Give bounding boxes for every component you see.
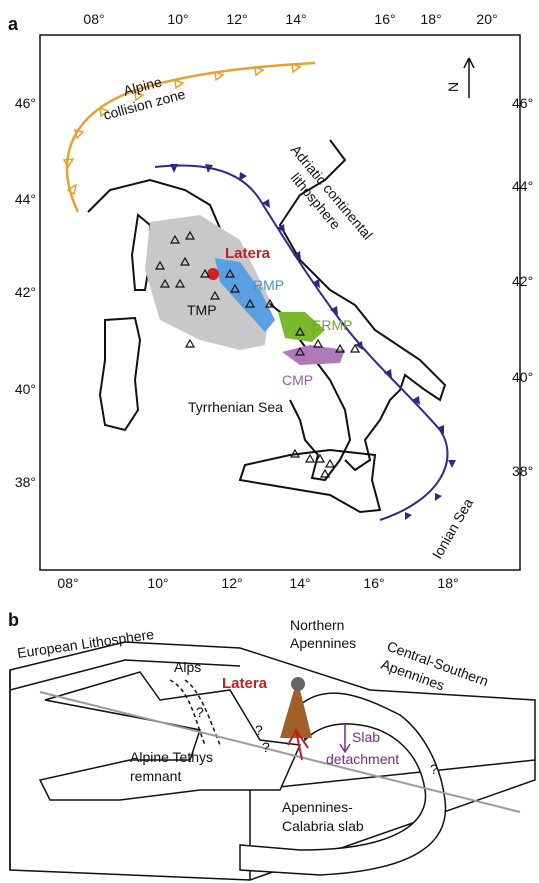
panel-b: b European Lithosphere Alps Northern Ape… <box>8 610 535 880</box>
coord-label: 46° <box>512 95 533 111</box>
coord-label: 38° <box>15 474 36 490</box>
coord-label: 10° <box>147 575 168 591</box>
sea-label: Ionian Sea <box>429 495 476 561</box>
coord-label: 44° <box>512 178 533 194</box>
tmp-label: TMP <box>187 302 217 318</box>
question-mark: ? <box>255 722 263 738</box>
coord-label: 40° <box>512 369 533 385</box>
coord-label: 10° <box>167 11 188 27</box>
sicily <box>240 450 380 512</box>
plume <box>291 677 305 691</box>
question-mark: ? <box>430 761 438 777</box>
coord-label: 20° <box>476 11 497 27</box>
coord-label: 08° <box>57 575 78 591</box>
detachment-label: detachment <box>326 751 399 767</box>
coord-label: 42° <box>15 284 36 300</box>
sardinia <box>100 318 140 430</box>
latera-label: Latera <box>222 675 268 692</box>
question-mark: ? <box>262 739 270 755</box>
coord-label: 42° <box>512 273 533 289</box>
figure: a N Alpine collision zone Adriatic conti… <box>0 0 539 883</box>
panel-a: a N Alpine collision zone Adriatic conti… <box>8 11 533 591</box>
coord-label: 08° <box>83 11 104 27</box>
detachment-label: Slab <box>352 729 380 745</box>
coord-label: 18° <box>437 575 458 591</box>
coord-label: 16° <box>374 11 395 27</box>
plate-label: Northern <box>290 617 344 633</box>
coord-label: 12° <box>226 11 247 27</box>
coord-label: 44° <box>15 191 36 207</box>
cmp-area <box>282 345 345 365</box>
latera-label: Latera <box>225 245 271 262</box>
coord-label: 40° <box>15 381 36 397</box>
plate-label: Alps <box>174 659 201 675</box>
north-arrow <box>464 58 474 98</box>
alpine-front <box>67 63 315 212</box>
coord-label: 16° <box>363 575 384 591</box>
coord-label: 12° <box>221 575 242 591</box>
coord-label: 46° <box>15 95 36 111</box>
latera-marker <box>207 268 219 280</box>
slab-label: Alpine Tethys <box>130 749 213 765</box>
alpine-teeth <box>64 64 300 194</box>
panel-label: a <box>8 14 19 34</box>
ermp-label: ERMP <box>312 317 352 333</box>
rmp-label: RMP <box>253 277 284 293</box>
coord-label: 38° <box>512 463 533 479</box>
panel-label: b <box>8 610 19 630</box>
slab-label: Calabria slab <box>282 818 364 834</box>
coord-label: 14° <box>289 575 310 591</box>
plate-label: Apennines <box>290 635 356 651</box>
north-label: N <box>445 82 461 92</box>
slab-label: Apennines- <box>282 799 353 815</box>
coord-label: 18° <box>420 11 441 27</box>
question-mark: ? <box>196 704 204 720</box>
slab-label: remnant <box>130 768 181 784</box>
coord-label: 14° <box>285 11 306 27</box>
sea-label: Tyrrhenian Sea <box>188 399 283 415</box>
cmp-label: CMP <box>282 372 313 388</box>
